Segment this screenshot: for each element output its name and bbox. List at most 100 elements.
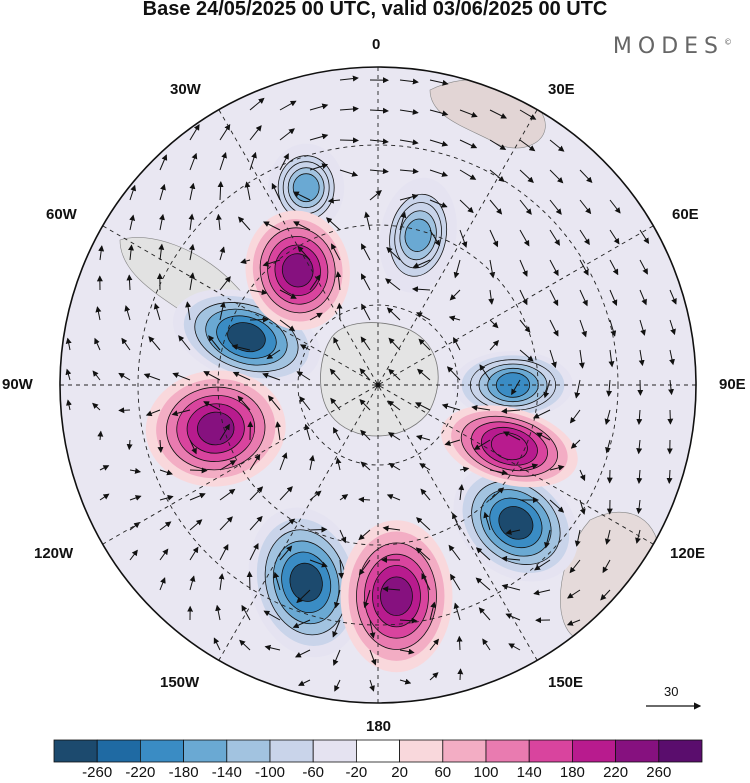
wind-arrow-306 [533,589,551,596]
wind-arrow-295 [218,573,225,591]
wind-arrow-144 [299,344,311,351]
wind-arrow-194 [532,409,551,419]
wind-arrow-294 [189,575,196,591]
wind-arrow-333 [508,643,521,651]
wind-arrow-82 [240,258,251,265]
wind-arrow-74 [579,229,590,246]
colorbar-tick-2: -180 [168,764,199,781]
wind-arrow-175 [606,379,613,397]
wind-arrow-53 [459,199,474,214]
wind-arrow-40 [549,169,564,184]
wind-arrow-212 [473,439,491,450]
wind-arrow-129 [489,319,499,329]
wind-arrow-260 [189,519,203,531]
wind-arrow-5 [279,100,297,111]
wind-arrow-70 [459,229,468,248]
colorbar-swatch-0 [53,739,98,763]
wind-arrow-54 [489,199,503,215]
wind-arrow-339 [457,668,464,681]
wind-arrow-159 [118,372,131,381]
wind-arrow-38 [489,169,505,182]
wind-arrow-317 [429,601,437,621]
wind-arrow-8 [369,107,389,114]
wind-arrow-87 [386,246,401,261]
wind-arrow-36 [429,169,449,177]
wind-arrow-134 [639,319,646,336]
wind-arrow-221 [159,469,173,476]
colorbar-swatch-1 [96,739,141,763]
label-lon-180: 180 [366,718,392,735]
colorbar-swatch-7 [355,739,400,763]
colorbar-swatch-10 [485,739,530,763]
wind-arrow-12 [489,109,508,119]
wind-arrow-263 [279,518,296,531]
wind-arrow-152 [549,349,557,369]
wind-arrow-230 [419,463,431,471]
wind-arrow-244 [249,486,264,501]
wind-arrow-115 [669,289,677,305]
wind-arrow-251 [458,483,465,501]
colorbar-tick-1: -220 [125,764,156,781]
wind-arrow-117 [124,305,131,321]
label-lon-90w: 90W [2,376,33,393]
wind-arrow-314 [332,619,341,638]
wind-arrow-116 [95,306,102,321]
wind-arrow-257 [636,499,643,515]
wind-arrow-334 [298,679,311,686]
wind-arrow-17 [279,128,295,141]
wind-arrow-301 [382,586,401,593]
colorbar-tick-7: 20 [391,764,408,781]
wind-arrow-142 [231,344,251,351]
colorbar [53,739,703,763]
wind-arrow-147 [388,337,401,351]
wind-arrow-43 [159,183,166,201]
wind-arrow-114 [639,289,647,306]
wind-arrow-225 [279,452,288,471]
wind-arrow-89 [453,259,461,279]
wind-arrow-72 [519,229,530,247]
wind-arrow-267 [382,525,401,532]
wind-arrow-287 [448,544,461,561]
wind-arrow-154 [608,349,615,368]
brand-logo: MODES© [613,34,732,59]
wind-arrow-312 [263,610,281,621]
wind-arrow-205 [275,421,282,441]
wind-arrow-0 [339,75,359,82]
wind-arrow-105 [360,273,371,291]
wind-arrow-247 [339,494,349,501]
wind-arrow-170 [446,366,461,381]
wind-arrow-161 [172,372,191,381]
wind-arrow-3 [429,79,449,86]
wind-arrow-148 [418,338,431,351]
wind-arrow-153 [578,349,585,369]
anomaly-contour-4-5 [292,173,320,203]
wind-arrow-18 [309,133,329,141]
wind-arrow-84 [297,245,311,261]
wind-arrow-118 [153,302,161,321]
wind-arrow-157 [65,368,72,381]
wind-arrow-135 [669,319,676,336]
wind-arrow-293 [159,577,166,591]
wind-arrow-79 [158,243,165,261]
wind-arrow-310 [215,604,222,621]
wind-arrow-45 [217,181,224,201]
wind-arrow-315 [369,619,376,639]
anomaly-contour-6-5 [380,576,413,616]
wind-arrow-28 [189,152,198,171]
wind-arrow-262 [249,515,263,531]
label-lon-60e: 60E [672,206,699,223]
wind-arrow-33 [339,169,359,177]
wind-arrow-209 [387,432,401,441]
wind-arrow-73 [549,229,560,246]
wind-arrow-139 [148,336,161,351]
wind-arrow-146 [360,336,371,351]
wind-arrow-277 [159,548,169,561]
wind-arrow-297 [273,571,281,591]
wind-arrow-41 [579,169,593,184]
wind-arrow-324 [239,639,251,651]
colorbar-tick-4: -100 [254,764,286,781]
wind-arrow-90 [489,259,496,279]
wind-arrow-189 [387,400,401,411]
wind-arrow-56 [549,199,562,215]
